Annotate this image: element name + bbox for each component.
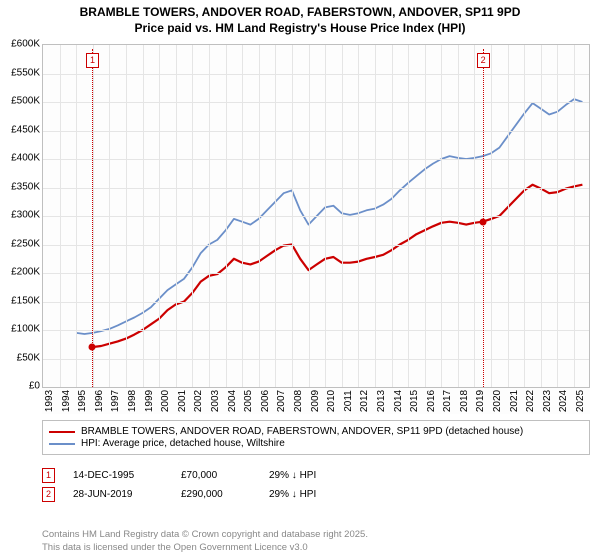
x-gridline — [76, 45, 77, 387]
x-gridline — [126, 45, 127, 387]
x-gridline — [209, 45, 210, 387]
legend-row-price-paid: BRAMBLE TOWERS, ANDOVER ROAD, FABERSTOWN… — [49, 426, 583, 437]
x-gridline — [375, 45, 376, 387]
marker-badge-1: 1 — [42, 468, 55, 483]
x-gridline — [309, 45, 310, 387]
swatch-price-paid — [49, 431, 75, 433]
x-gridline — [342, 45, 343, 387]
y-tick-label: £150K — [0, 295, 40, 306]
x-gridline — [242, 45, 243, 387]
legend-row-hpi: HPI: Average price, detached house, Wilt… — [49, 438, 583, 449]
marker-delta-2: 29% ↓ HPI — [269, 489, 316, 500]
x-gridline — [458, 45, 459, 387]
legend-label-price-paid: BRAMBLE TOWERS, ANDOVER ROAD, FABERSTOWN… — [81, 426, 523, 437]
x-gridline — [60, 45, 61, 387]
marker-point — [479, 218, 486, 225]
x-gridline — [192, 45, 193, 387]
y-tick-label: £200K — [0, 267, 40, 278]
y-tick-label: £250K — [0, 238, 40, 249]
marker-delta-1: 29% ↓ HPI — [269, 470, 316, 481]
x-gridline — [159, 45, 160, 387]
x-gridline — [441, 45, 442, 387]
x-gridline — [143, 45, 144, 387]
x-gridline — [109, 45, 110, 387]
marker-box: 2 — [477, 53, 490, 68]
marker-date-2: 28-JUN-2019 — [73, 489, 163, 500]
x-gridline — [226, 45, 227, 387]
chart-title: BRAMBLE TOWERS, ANDOVER ROAD, FABERSTOWN… — [0, 0, 600, 36]
x-gridline — [474, 45, 475, 387]
legend-label-hpi: HPI: Average price, detached house, Wilt… — [81, 438, 285, 449]
footer: Contains HM Land Registry data © Crown c… — [42, 529, 368, 554]
swatch-hpi — [49, 443, 75, 445]
title-line-2: Price paid vs. HM Land Registry's House … — [0, 20, 600, 36]
marker-box: 1 — [86, 53, 99, 68]
legend-markers: 1 14-DEC-1995 £70,000 29% ↓ HPI 2 28-JUN… — [42, 464, 590, 506]
chart-container: BRAMBLE TOWERS, ANDOVER ROAD, FABERSTOWN… — [0, 0, 600, 560]
footer-line-1: Contains HM Land Registry data © Crown c… — [42, 529, 368, 541]
y-tick-label: £100K — [0, 324, 40, 335]
y-tick-label: £550K — [0, 67, 40, 78]
marker-price-1: £70,000 — [181, 470, 251, 481]
x-gridline — [508, 45, 509, 387]
y-tick-label: £350K — [0, 181, 40, 192]
legend-marker-row-2: 2 28-JUN-2019 £290,000 29% ↓ HPI — [42, 487, 590, 502]
y-tick-label: £600K — [0, 39, 40, 50]
x-gridline — [574, 45, 575, 387]
marker-price-2: £290,000 — [181, 489, 251, 500]
y-tick-label: £400K — [0, 153, 40, 164]
x-tick-label: 2025 — [560, 390, 586, 412]
x-gridline — [408, 45, 409, 387]
x-gridline — [325, 45, 326, 387]
chart-area: 12 1993199419951996199719981999200020012… — [42, 44, 590, 414]
plot-region: 12 — [42, 44, 590, 388]
x-gridline — [491, 45, 492, 387]
y-tick-label: £50K — [0, 352, 40, 363]
marker-guide — [92, 49, 93, 387]
legend-marker-row-1: 1 14-DEC-1995 £70,000 29% ↓ HPI — [42, 468, 590, 483]
y-tick-label: £450K — [0, 124, 40, 135]
marker-point — [88, 344, 95, 351]
marker-badge-2: 2 — [42, 487, 55, 502]
x-gridline — [275, 45, 276, 387]
legend-series: BRAMBLE TOWERS, ANDOVER ROAD, FABERSTOWN… — [42, 420, 590, 455]
footer-line-2: This data is licensed under the Open Gov… — [42, 542, 368, 554]
marker-date-1: 14-DEC-1995 — [73, 470, 163, 481]
x-gridline — [524, 45, 525, 387]
x-gridline — [358, 45, 359, 387]
title-line-1: BRAMBLE TOWERS, ANDOVER ROAD, FABERSTOWN… — [0, 4, 600, 20]
y-tick-label: £500K — [0, 96, 40, 107]
x-gridline — [557, 45, 558, 387]
x-gridline — [259, 45, 260, 387]
x-gridline — [541, 45, 542, 387]
x-gridline — [425, 45, 426, 387]
x-gridline — [392, 45, 393, 387]
y-tick-label: £300K — [0, 210, 40, 221]
x-gridline — [176, 45, 177, 387]
x-gridline — [292, 45, 293, 387]
